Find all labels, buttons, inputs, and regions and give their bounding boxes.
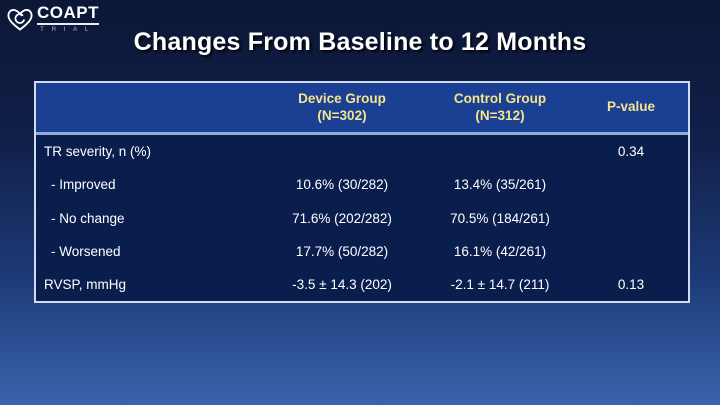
coapt-logo: COAPT TRIAL (6, 4, 99, 34)
header-control-group-label: Control Group (453, 90, 547, 106)
device-value-cell: 71.6% (202/282) (292, 210, 392, 226)
p-value-cell: 0.13 (617, 276, 645, 292)
header-device-group-n: (N=302) (317, 107, 367, 123)
device-value-cell: 17.7% (50/282) (295, 243, 389, 259)
device-value-cell: 10.6% (30/282) (295, 177, 389, 193)
logo-text: COAPT TRIAL (37, 4, 99, 34)
slide-title: Changes From Baseline to 12 Months (133, 28, 587, 56)
row-label-cell: - No change (51, 210, 125, 226)
control-value-cell: 16.1% (42/261) (453, 243, 547, 259)
header-control-group: Control Group (N=312) (426, 91, 574, 125)
row-label-cell: - Improved (51, 177, 116, 193)
row-label-cell: RVSP, mmHg (44, 276, 127, 292)
control-value-cell: 13.4% (35/261) (453, 177, 547, 193)
p-value-cell: 0.34 (617, 144, 645, 160)
table-body: TR severity, n (%) 0.34 - Improved 10.6%… (36, 135, 688, 301)
header-device-group-label: Device Group (298, 90, 386, 106)
table-row: RVSP, mmHg -3.5 ± 14.3 (202) -2.1 ± 14.7… (36, 268, 688, 301)
table-row: - Worsened 17.7% (50/282) 16.1% (42/261) (36, 235, 688, 268)
table-header-row: Device Group (N=302) Control Group (N=31… (36, 83, 688, 135)
row-label-cell: TR severity, n (%) (44, 144, 152, 160)
heart-arrow-icon (7, 8, 33, 31)
logo-name: COAPT (37, 4, 99, 25)
control-value-cell: -2.1 ± 14.7 (211) (450, 276, 550, 292)
header-control-group-n: (N=312) (475, 107, 525, 123)
results-table: Device Group (N=302) Control Group (N=31… (34, 81, 690, 303)
header-device-group: Device Group (N=302) (258, 91, 426, 125)
table-row: - No change 71.6% (202/282) 70.5% (184/2… (36, 201, 688, 234)
table-row: - Improved 10.6% (30/282) 13.4% (35/261) (36, 168, 688, 201)
row-label-cell: - Worsened (51, 243, 121, 259)
header-p-value-label: P-value (606, 99, 656, 115)
control-value-cell: 70.5% (184/261) (450, 210, 550, 226)
table-row: TR severity, n (%) 0.34 (36, 135, 688, 168)
logo-subtitle: TRIAL (40, 26, 96, 33)
device-value-cell: -3.5 ± 14.3 (202) (292, 276, 392, 292)
header-p-value: P-value (574, 99, 688, 116)
